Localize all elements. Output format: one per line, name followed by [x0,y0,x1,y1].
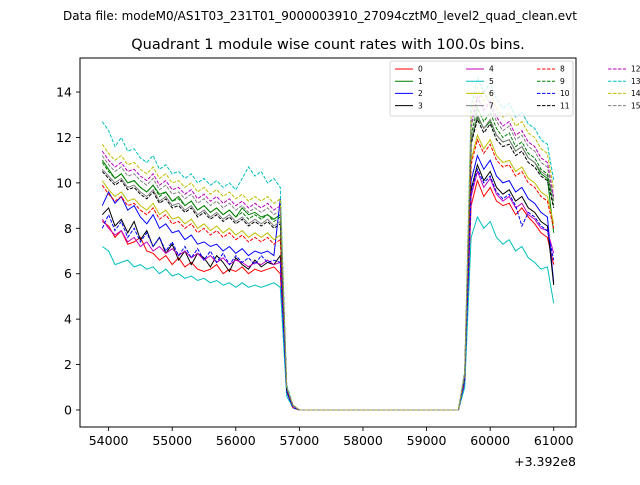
legend-label-4: 4 [489,65,494,74]
legend-label-7: 7 [489,101,494,110]
legend-label-9: 9 [560,77,565,86]
legend-label-14: 14 [631,89,640,98]
series-line-4 [101,169,555,411]
data-file-header: Data file: modeM0/AS1T03_231T01_90000039… [63,9,577,23]
x-tick-label: 56000 [216,433,256,448]
series-line-0 [102,178,555,411]
y-tick-label: 0 [64,402,72,417]
series-line-7 [101,113,555,411]
y-tick-label: 2 [64,357,72,372]
series-line-6 [101,133,555,411]
legend-label-12: 12 [631,65,640,74]
series-lines [101,76,555,411]
legend-label-5: 5 [489,77,494,86]
series-line-1 [101,115,555,411]
y-tick-label: 6 [64,266,72,281]
legend-label-3: 3 [418,101,423,110]
series-line-12 [101,95,555,411]
legend-label-8: 8 [560,65,565,74]
legend-label-1: 1 [418,77,423,86]
x-tick-label: 60000 [470,433,510,448]
x-axis-ticks: 54000 55000 56000 57000 58000 59000 60000 61000 [89,427,574,448]
series-line-9 [101,106,555,411]
series-line-11 [101,117,555,411]
y-tick-label: 12 [56,130,72,145]
legend-label-0: 0 [418,65,423,74]
legend-label-15: 15 [631,101,640,110]
legend-label-11: 11 [560,101,570,110]
series-line-3 [101,163,555,411]
y-tick-label: 14 [56,85,72,100]
legend-box [389,60,574,117]
y-axis-ticks: 0 2 4 6 8 10 12 14 [56,85,80,417]
series-line-15 [101,88,555,411]
legend-label-10: 10 [560,89,570,98]
y-tick-label: 4 [64,312,72,327]
x-tick-label: 55000 [152,433,192,448]
x-tick-label: 54000 [89,433,129,448]
series-line-10 [101,167,555,411]
legend-label-13: 13 [631,77,640,86]
legend-label-2: 2 [418,89,423,98]
x-tick-label: 59000 [407,433,447,448]
series-line-14 [101,85,555,411]
series-line-5 [102,215,555,411]
x-tick-label: 58000 [343,433,383,448]
y-tick-label: 8 [64,221,72,236]
plot-frame [79,57,577,428]
x-axis-offset-label: +3.392e8 [514,454,576,469]
x-tick-label: 61000 [534,433,574,448]
chart-title: Quadrant 1 module wise count rates with … [131,37,525,53]
y-tick-label: 10 [56,175,72,190]
x-tick-label: 57000 [280,433,320,448]
legend-label-6: 6 [489,89,494,98]
